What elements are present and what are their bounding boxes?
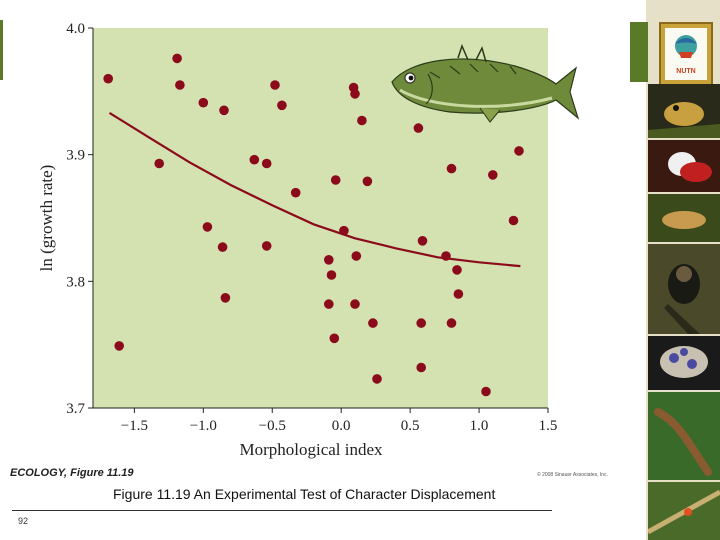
logo-text: NUTN [676,68,696,75]
data-point [417,236,428,246]
monkey-photo [648,244,720,334]
x-tick-label: −1.0 [190,418,217,434]
frog-photo-3 [648,194,720,242]
x-tick-label: −0.5 [259,418,286,434]
data-point [217,242,228,252]
data-point [350,299,360,309]
axis-ticks: −1.5 −1.0 −0.5 0.0 0.5 1.0 1.5 3.7 3.8 3.9 4.0 [66,21,557,434]
logo-bird-icon [675,35,697,58]
x-tick-label: 1.0 [470,418,489,434]
y-tick-label: 3.9 [66,148,85,164]
data-point [114,341,124,351]
data-point [219,105,229,116]
x-tick-label: 0.0 [332,418,351,434]
data-point [261,241,272,251]
slide-accent-bar [0,20,3,80]
data-point [326,270,337,280]
data-point [357,115,367,126]
data-point [446,163,457,174]
x-axis-label: Morphological index [239,440,383,459]
copyright-notice: © 2008 Sinauer Associates, Inc. [537,472,608,478]
insect-photo [648,482,720,540]
logo-emblem [665,28,707,80]
data-point [324,299,334,309]
frog-photo-2 [648,140,720,192]
data-point [339,225,349,236]
y-tick-label: 3.8 [66,274,85,290]
data-point [172,53,182,64]
data-point [413,123,424,133]
salamander-photo [648,392,720,480]
data-point [514,146,524,156]
data-point [277,100,287,111]
data-point [324,254,334,265]
x-tick-label: −1.5 [121,418,148,434]
trend-line [108,111,521,268]
data-point [198,97,209,108]
frog-photo-1 [648,84,720,138]
logo-accent-block [630,22,648,82]
data-points [103,53,524,397]
footer-divider [12,510,552,511]
page-number: 92 [18,516,29,526]
octopus-photo [648,336,720,390]
figure-caption: Figure 11.19 An Experimental Test of Cha… [113,486,496,502]
data-point [488,170,498,180]
data-point [270,80,280,90]
data-point [249,154,260,165]
data-point [481,386,491,397]
data-point [416,318,427,328]
data-point [351,251,362,261]
x-tick-label: 1.5 [539,418,558,434]
data-point [416,362,427,373]
figure-credit: ECOLOGY, Figure 11.19 [10,467,134,479]
data-point [103,73,113,84]
data-point [508,215,519,226]
data-point [175,80,185,90]
data-point [372,374,382,384]
data-point [452,265,462,275]
data-point [368,318,378,328]
y-axis-label: ln (growth rate) [37,165,56,272]
university-logo: NUTN [659,22,713,86]
data-point [453,289,464,299]
data-point [330,175,341,185]
data-point [154,158,164,169]
data-point [362,176,373,187]
data-point [202,222,213,232]
data-point [329,333,340,344]
data-point [350,89,360,99]
x-tick-label: 0.5 [401,418,420,434]
y-tick-label: 3.7 [66,401,85,417]
data-point [446,318,457,328]
data-point [441,251,451,261]
data-point [261,158,272,169]
data-point [290,187,301,198]
y-tick-label: 4.0 [66,21,85,37]
data-point [220,293,231,303]
stickleback-fish-illustration [391,43,580,123]
